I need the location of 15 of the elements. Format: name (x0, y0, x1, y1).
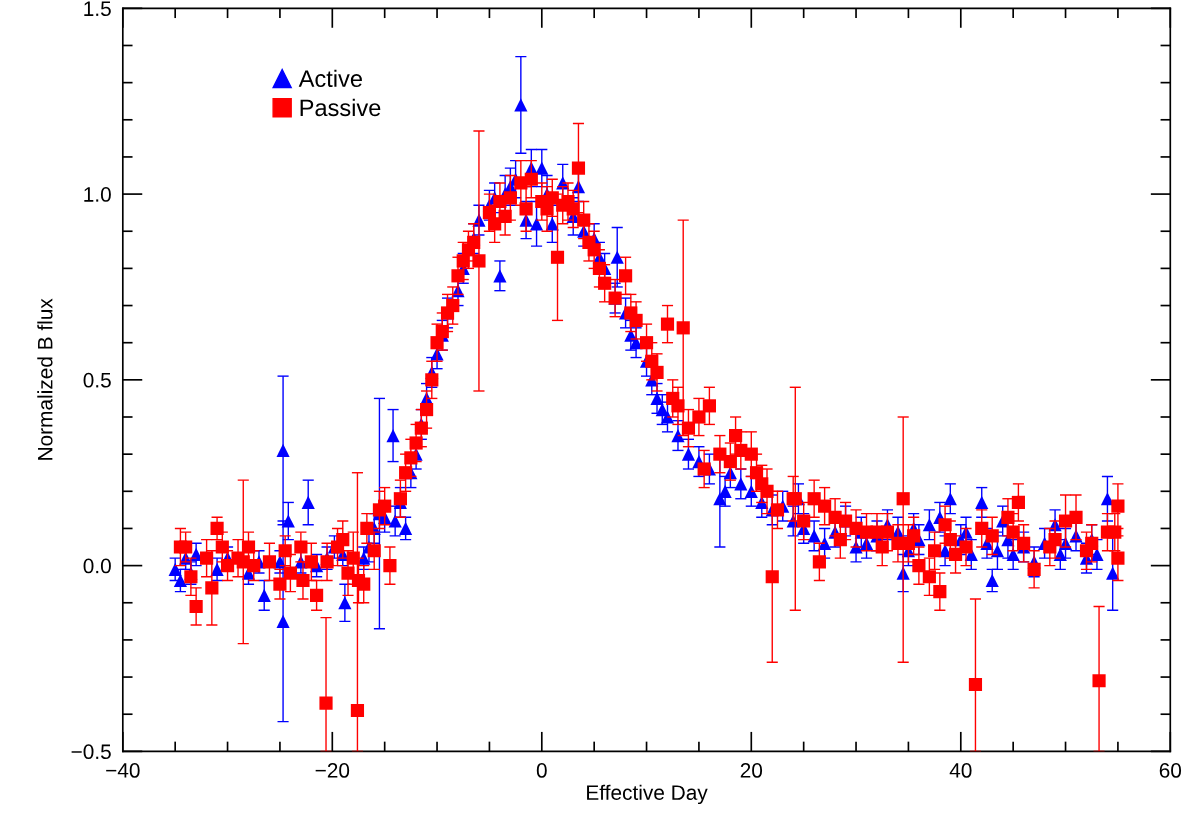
y-tick-label: −0.5 (71, 744, 111, 760)
x-tick-label: 20 (740, 763, 763, 778)
legend-label: Active (298, 69, 362, 88)
y-tick-label: 1.0 (84, 187, 111, 202)
x-axis-title: Effective Day (587, 784, 708, 805)
x-tick-label: −40 (106, 763, 140, 778)
x-tick-label: −20 (315, 763, 350, 778)
x-tick-label: 60 (1159, 763, 1182, 778)
x-tick-label: 0 (536, 763, 547, 778)
legend-label: Passive (300, 98, 381, 117)
y-axis-title: Normalized B flux (37, 298, 53, 460)
y-tick-label: 1.5 (84, 1, 111, 17)
x-tick-label: 40 (949, 763, 972, 778)
y-tick-label: 0.5 (83, 372, 111, 388)
y-tick-label: 0.0 (83, 558, 111, 574)
